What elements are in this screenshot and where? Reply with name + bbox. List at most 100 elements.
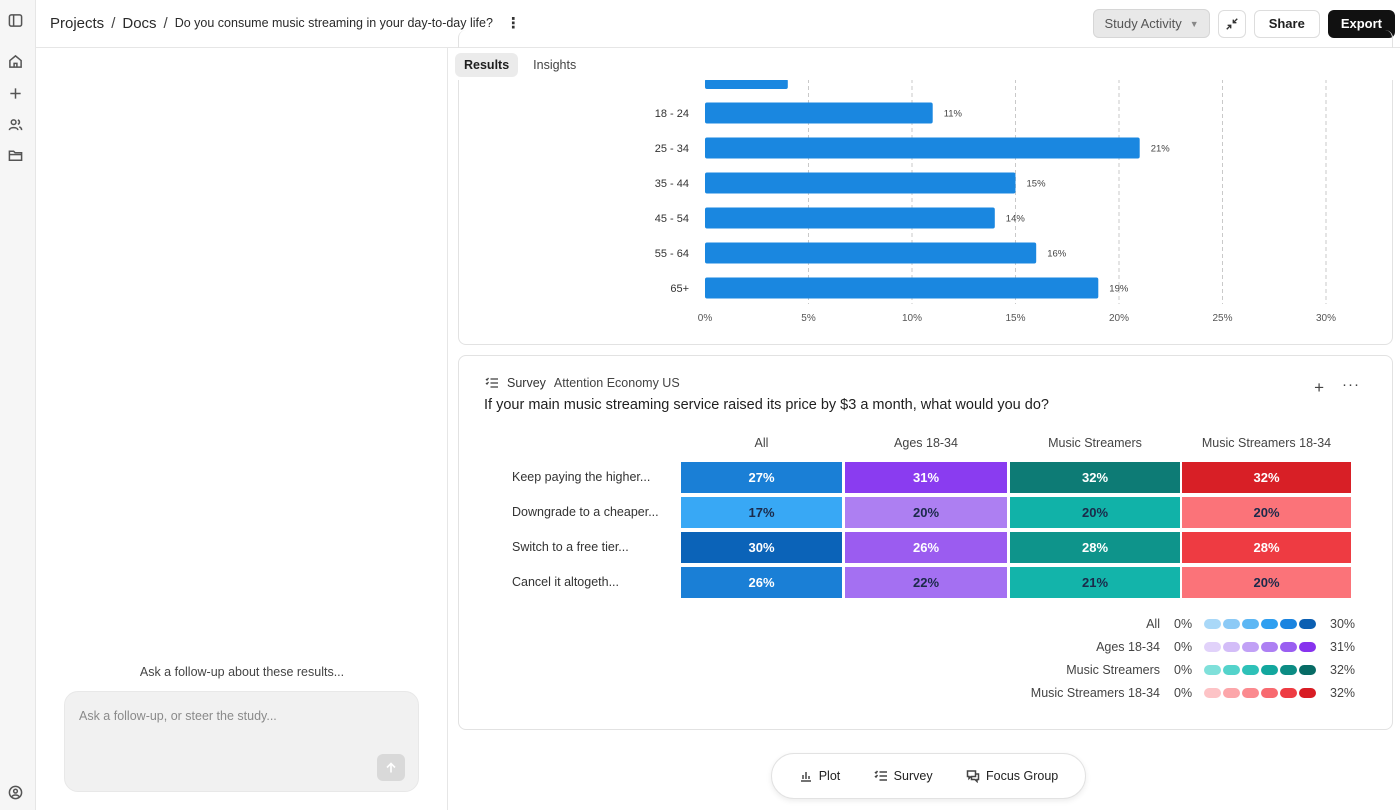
survey-source: Attention Economy US <box>553 376 680 390</box>
legend-max: 30% <box>1330 617 1356 631</box>
chat-bubbles-icon <box>966 770 980 783</box>
category-label: 35 - 44 <box>655 178 689 190</box>
share-button[interactable]: Share <box>1253 9 1320 38</box>
heatmap-cell[interactable]: 20% <box>1182 567 1351 598</box>
bar <box>705 102 933 124</box>
collapse-icon <box>1225 17 1238 30</box>
sidebar-toggle-icon[interactable] <box>7 12 23 28</box>
tab-results[interactable]: Results <box>455 53 519 77</box>
legend-max: 32% <box>1330 686 1356 700</box>
heatmap-cell[interactable]: 20% <box>845 497 1007 528</box>
more-vertical-icon[interactable]: ⋮ <box>505 15 521 32</box>
heatmap-cell[interactable]: 30% <box>681 532 842 563</box>
heatmap-cell[interactable]: 26% <box>681 567 842 598</box>
breadcrumb-separator: / <box>163 14 168 32</box>
heatmap-cell[interactable]: 28% <box>1182 532 1351 563</box>
x-tick-label: 15% <box>1005 313 1025 324</box>
partial-bar <box>705 79 788 89</box>
chat-panel: Ask a follow-up about these results... A… <box>36 48 448 810</box>
survey-question: If your main music streaming service rai… <box>484 397 1049 413</box>
bar <box>705 207 995 229</box>
plot-button[interactable]: Plot <box>799 769 840 783</box>
chat-input-placeholder: Ask a follow-up, or steer the study... <box>79 709 277 723</box>
legend-swatch <box>1280 688 1297 698</box>
legend-swatch <box>1299 688 1316 698</box>
focus-group-button[interactable]: Focus Group <box>966 769 1058 783</box>
row-label: Downgrade to a cheaper... <box>512 505 659 519</box>
study-activity-button[interactable]: Study Activity ▼ <box>1093 9 1210 38</box>
row-label: Switch to a free tier... <box>512 540 629 554</box>
x-tick-label: 20% <box>1109 313 1129 324</box>
checklist-icon <box>874 770 887 781</box>
data-label: 14% <box>1006 214 1026 225</box>
legend-swatch <box>1261 619 1278 629</box>
row-label: Cancel it altogeth... <box>512 575 620 589</box>
x-tick-label: 10% <box>902 313 922 324</box>
chat-prompt: Ask a follow-up about these results... <box>139 665 345 679</box>
data-label: 19% <box>1109 284 1129 295</box>
heatmap-cell[interactable]: 28% <box>1010 532 1180 563</box>
legend-max: 31% <box>1330 640 1356 654</box>
bar-chart-icon <box>800 772 811 782</box>
legend-swatch <box>1261 642 1278 652</box>
category-label: 55 - 64 <box>655 248 689 260</box>
bottom-toolbar: Plot Survey Focus Group <box>771 753 1086 799</box>
legend-swatch <box>1204 619 1221 629</box>
bar <box>705 137 1140 159</box>
legend-swatch <box>1299 619 1316 629</box>
heatmap-cell[interactable]: 20% <box>1182 497 1351 528</box>
add-icon[interactable]: + <box>1314 378 1324 397</box>
bar <box>705 242 1037 264</box>
heatmap-cell[interactable]: 22% <box>845 567 1007 598</box>
heatmap-cell[interactable]: 27% <box>681 462 842 493</box>
legend-min: 0% <box>1174 617 1193 631</box>
legend-swatch <box>1242 642 1259 652</box>
legend-swatch <box>1204 665 1221 675</box>
bar <box>705 172 1016 194</box>
legend-swatch <box>1223 619 1240 629</box>
users-icon[interactable] <box>7 116 23 132</box>
breadcrumb-current: Do you consume music streaming in your d… <box>174 16 493 30</box>
survey-tag: Survey <box>507 376 546 390</box>
legend-swatch <box>1261 688 1278 698</box>
legend-swatch <box>1242 665 1259 675</box>
breadcrumb-projects[interactable]: Projects <box>50 14 105 32</box>
home-icon[interactable] <box>7 53 23 69</box>
legend-min: 0% <box>1174 663 1193 677</box>
heatmap-cell[interactable]: 26% <box>845 532 1007 563</box>
breadcrumb-docs[interactable]: Docs <box>122 14 157 32</box>
category-label: 25 - 34 <box>655 143 689 155</box>
more-horizontal-icon[interactable]: ··· <box>1342 376 1360 393</box>
heatmap-cell[interactable]: 32% <box>1182 462 1351 493</box>
age-bar-chart: 0% 5% 10% 15% 20% 25% 30% 18 - 24 11% 25 - 34 21% 3… <box>655 79 1336 324</box>
tab-insights[interactable]: Insights <box>533 58 577 72</box>
heatmap-cell[interactable]: 31% <box>845 462 1007 493</box>
legend-min: 0% <box>1174 686 1193 700</box>
breadcrumb-separator: / <box>111 14 116 32</box>
data-label: 21% <box>1151 144 1171 155</box>
heatmap-cell[interactable]: 17% <box>681 497 842 528</box>
legend-swatch <box>1280 619 1297 629</box>
focus-group-label: Focus Group <box>986 769 1059 783</box>
survey-card: Survey Attention Economy US If your main… <box>458 355 1393 730</box>
column-header-streamers: Music Streamers <box>1048 436 1142 450</box>
legend-swatch <box>1223 665 1240 675</box>
tabs-bar <box>449 48 1399 80</box>
survey-button[interactable]: Survey <box>874 769 933 783</box>
chat-input[interactable]: Ask a follow-up, or steer the study... <box>64 691 419 792</box>
plus-icon[interactable] <box>7 85 23 101</box>
heatmap-cell[interactable]: 32% <box>1010 462 1180 493</box>
legend-row: Music Streamers 18-34 0% 32% <box>1031 686 1356 700</box>
collapse-button[interactable] <box>1217 9 1246 38</box>
user-circle-icon[interactable] <box>7 784 23 800</box>
data-label: 16% <box>1047 249 1067 260</box>
heatmap-cell[interactable]: 21% <box>1010 567 1180 598</box>
send-button[interactable] <box>377 754 405 781</box>
heatmap-cell[interactable]: 20% <box>1010 497 1180 528</box>
x-tick-label: 0% <box>698 313 713 324</box>
legend-swatch <box>1204 688 1221 698</box>
category-label: 18 - 24 <box>655 108 689 120</box>
legend-name: All <box>1146 617 1160 631</box>
export-button[interactable]: Export <box>1327 9 1395 38</box>
folder-icon[interactable] <box>7 147 23 163</box>
